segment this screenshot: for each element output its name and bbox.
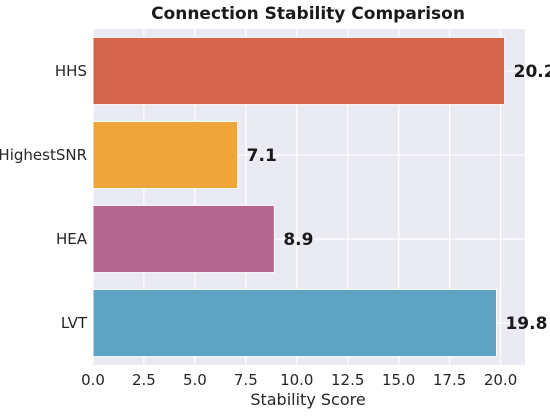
x-tick-label: 7.5 bbox=[234, 371, 258, 389]
category-label: HHS bbox=[55, 62, 87, 80]
category-label: LVT bbox=[61, 314, 88, 332]
category-labels: HHS HighestSNR HEA LVT bbox=[0, 62, 88, 332]
bar-hea bbox=[92, 204, 275, 274]
value-label: 19.8 bbox=[505, 314, 547, 334]
bar-lvt bbox=[92, 288, 497, 358]
category-label: HEA bbox=[56, 230, 88, 248]
category-label: HighestSNR bbox=[0, 146, 87, 164]
bars bbox=[92, 36, 506, 358]
value-label: 20.2 bbox=[514, 62, 550, 82]
x-tick-label: 17.5 bbox=[433, 371, 466, 389]
bar-highestsnr bbox=[92, 120, 239, 190]
x-tick-label: 10.0 bbox=[280, 371, 313, 389]
bar-hhs bbox=[92, 36, 506, 106]
x-axis-label: Stability Score bbox=[250, 390, 365, 409]
x-tick-label: 5.0 bbox=[183, 371, 207, 389]
value-labels: 20.2 7.1 8.9 19.8 bbox=[247, 62, 550, 334]
x-tick-label: 12.5 bbox=[331, 371, 364, 389]
value-label: 8.9 bbox=[283, 230, 313, 250]
chart-title: Connection Stability Comparison bbox=[151, 4, 465, 24]
x-tick-label: 15.0 bbox=[382, 371, 415, 389]
x-tick-label: 2.5 bbox=[132, 371, 156, 389]
x-tick-label: 20.0 bbox=[484, 371, 517, 389]
value-label: 7.1 bbox=[247, 146, 277, 166]
x-tick-labels: 0.0 2.5 5.0 7.5 10.0 12.5 15.0 17.5 20.0 bbox=[81, 371, 517, 389]
x-tick-label: 0.0 bbox=[81, 371, 105, 389]
